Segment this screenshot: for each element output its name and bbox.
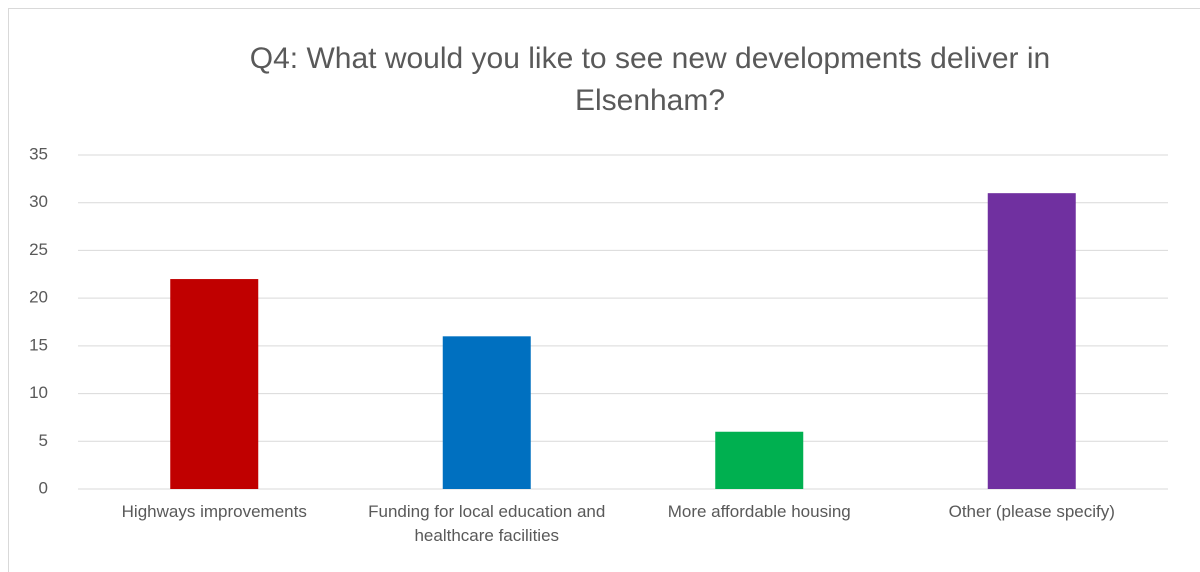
y-tick-label: 35 [29,144,48,163]
x-tick-label: Other (please specify) [948,502,1115,521]
bar [715,431,804,489]
bar [170,279,259,489]
y-tick-label: 5 [39,431,48,450]
y-tick-label: 0 [39,478,48,497]
x-tick-label: More affordable housing [667,502,851,521]
y-tick-label: 30 [29,192,48,211]
bar [987,193,1076,489]
y-tick-label: 25 [29,240,48,259]
chart-title: Q4: What would you like to see new devel… [249,42,1051,117]
y-tick-label: 20 [29,288,48,307]
chart-border [8,8,1200,572]
x-tick-label: Funding for local education and healthca… [368,502,606,545]
y-tick-label: 10 [29,383,48,402]
x-tick-label: Highways improvements [121,502,307,521]
y-tick-label: 15 [29,335,48,354]
bar [442,336,531,489]
